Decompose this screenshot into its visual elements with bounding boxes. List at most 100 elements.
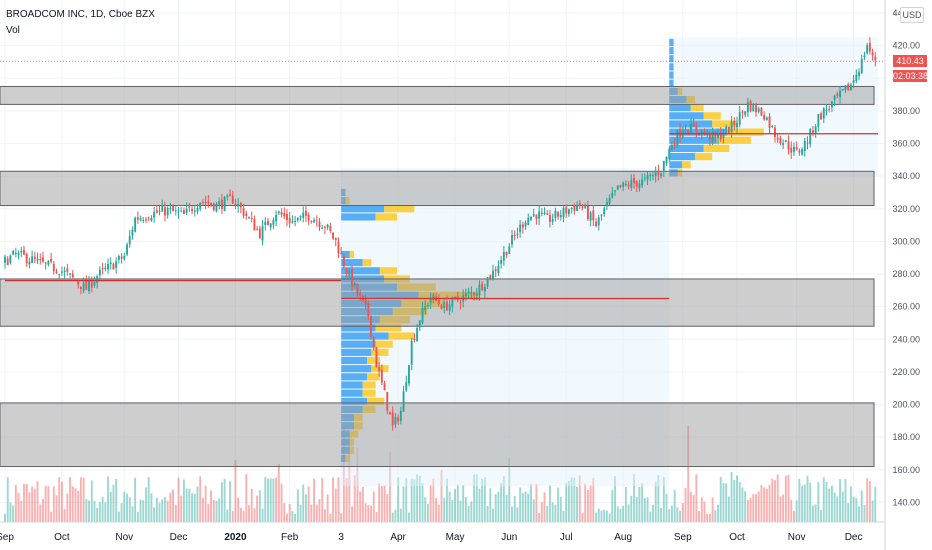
- profile-bar-up: [341, 205, 385, 213]
- candle-body: [142, 220, 145, 222]
- candle-body: [540, 212, 543, 214]
- candle-body: [134, 217, 137, 232]
- candle-body: [741, 111, 744, 113]
- volume-bar: [540, 502, 543, 522]
- candle-body: [597, 217, 600, 226]
- candle-body: [765, 117, 768, 120]
- profile-bar-up: [669, 153, 696, 161]
- volume-bar: [711, 497, 714, 522]
- volume-bar: [82, 477, 85, 522]
- volume-bar: [692, 494, 695, 522]
- candle-body: [299, 215, 302, 218]
- volume-bar: [299, 504, 302, 522]
- volume-bar: [586, 489, 589, 522]
- candle-body: [871, 52, 874, 56]
- candle-body: [410, 340, 413, 365]
- volume-bar: [752, 494, 755, 522]
- profile-bar-up: [669, 161, 683, 169]
- candle-body: [494, 269, 497, 271]
- candlesticks: [4, 37, 877, 431]
- candle-body: [234, 203, 237, 205]
- volume-bar: [256, 495, 259, 522]
- volume-bar: [342, 426, 345, 522]
- volume-bar: [440, 470, 443, 522]
- volume-bar: [196, 486, 199, 522]
- volume-bar: [451, 499, 454, 522]
- volume-bar: [630, 495, 633, 522]
- volume-bar: [131, 506, 134, 522]
- candle-body: [492, 270, 494, 280]
- volume-bar: [684, 488, 687, 522]
- candle-body: [652, 175, 654, 177]
- profile-bar-up: [669, 46, 674, 55]
- volume-bar: [71, 486, 74, 522]
- volume-bar: [497, 491, 500, 522]
- candle-body: [185, 208, 188, 214]
- volume-bar: [860, 490, 863, 522]
- candle-body: [608, 198, 611, 204]
- volume-bar: [291, 510, 294, 522]
- volume-bar: [795, 500, 798, 522]
- candle-body: [131, 230, 134, 236]
- candle-body: [79, 286, 82, 289]
- candle-body: [25, 254, 28, 263]
- volume-indicator-label[interactable]: Vol: [6, 25, 20, 36]
- volume-bar: [478, 488, 481, 522]
- candle-body: [378, 367, 381, 372]
- candle-body: [258, 228, 261, 239]
- volume-bar: [229, 481, 231, 522]
- candle-body: [432, 294, 435, 301]
- candle-body: [58, 274, 61, 276]
- volume-bar: [730, 472, 733, 522]
- volume-bar: [361, 486, 364, 522]
- candle-body: [562, 207, 565, 217]
- volume-bar: [199, 476, 202, 522]
- volume-bar: [153, 507, 156, 522]
- candle-body: [855, 74, 858, 82]
- volume-bar: [673, 489, 676, 522]
- candle-body: [863, 55, 866, 58]
- candle-body: [256, 228, 259, 230]
- candle-body: [82, 282, 85, 292]
- price-axis[interactable]: 140.00 160.00 180.00 200.00 220.00 240.00 260.…: [884, 0, 920, 550]
- volume-bar: [578, 475, 581, 522]
- poc-lines: [0, 60, 885, 300]
- volume-bar: [145, 487, 147, 522]
- currency-button[interactable]: USD: [900, 7, 924, 23]
- volume-bar: [334, 488, 337, 522]
- volume-bar: [521, 493, 524, 522]
- candle-body: [703, 131, 706, 134]
- candle-body: [44, 262, 47, 264]
- candle-body: [619, 184, 622, 188]
- x-tick-label: Apr: [390, 532, 406, 543]
- volume-bar: [85, 499, 88, 522]
- x-tick-label: Oct: [54, 532, 70, 543]
- candle-body: [55, 271, 58, 273]
- volume-bar: [231, 510, 234, 522]
- volume-bar: [530, 483, 532, 522]
- volume-bar: [676, 507, 679, 522]
- candle-body: [839, 90, 841, 98]
- volume-bar: [657, 475, 660, 522]
- candle-body: [286, 214, 288, 221]
- volume-bar: [633, 474, 635, 522]
- candle-body: [567, 209, 570, 215]
- volume-bar: [239, 507, 242, 522]
- volume-bar: [649, 511, 652, 522]
- volume-bar: [527, 493, 530, 522]
- candle-body: [711, 131, 714, 142]
- profile-bar-up: [669, 128, 726, 136]
- volume-bar: [69, 477, 72, 522]
- volume-bar: [117, 511, 120, 522]
- volume-bar: [107, 476, 109, 522]
- volume-bar: [283, 502, 286, 522]
- volume-bar: [592, 478, 595, 522]
- volume-bar: [787, 474, 790, 522]
- volume-bar: [418, 475, 421, 522]
- volume-bar: [136, 511, 139, 522]
- candle-body: [782, 143, 785, 145]
- volume-bar: [681, 503, 684, 522]
- time-axis[interactable]: Sep Oct Nov Dec 2020 Feb 3 Apr May Jun Jul Aug Sep Oc…: [0, 521, 885, 543]
- profile-bar-up: [669, 112, 704, 120]
